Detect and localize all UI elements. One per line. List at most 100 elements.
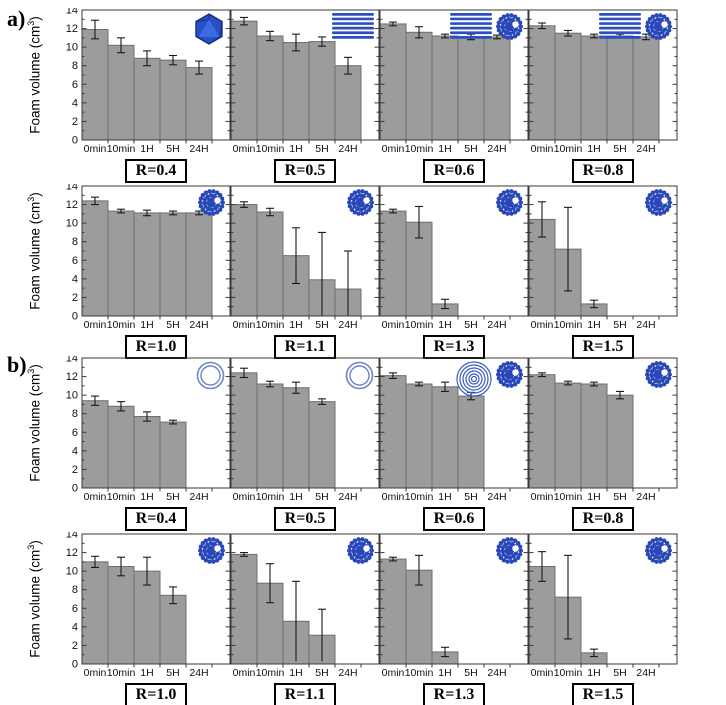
foam-volume-bar-chart: 0min 10min 1H 5H 24H (528, 357, 678, 503)
axis-ticks (529, 533, 677, 668)
foam-volume-bar-chart: 0min 10min 1H 5H 24H (528, 533, 678, 679)
bar (185, 212, 213, 317)
chart-cell: 0 2 4 6 8 10 12 14 0min 10min 1H 5H 24H R=1.0 (44, 532, 231, 705)
bar (230, 20, 258, 141)
axis-ticks (380, 185, 528, 320)
error-bar (564, 554, 572, 640)
y-tick-label: 6 (72, 79, 78, 91)
error-bar (318, 398, 326, 405)
axis-ticks (82, 533, 230, 668)
error-bar (389, 556, 397, 562)
x-tick-label: 0min (84, 491, 107, 503)
ratio-label: R=0.8 (571, 507, 635, 531)
foam-volume-bar-chart: 0min 10min 1H 5H 24H (528, 9, 678, 155)
error-bar (538, 22, 546, 30)
error-bar (143, 411, 151, 422)
bar (107, 566, 135, 665)
bar (308, 401, 336, 489)
x-tick-label: 1H (438, 143, 451, 155)
icosahedron-icon (195, 13, 223, 45)
y-axis-title: Foam volume (cm3) (24, 184, 44, 318)
error-bar (590, 299, 598, 309)
chart-cell: 0min 10min 1H 5H 24H R=0.8 (528, 8, 678, 183)
error-bar (240, 201, 248, 208)
bar (282, 387, 310, 489)
x-tick-label: 10min (405, 143, 434, 155)
x-tick-label: 10min (405, 319, 434, 331)
bar (133, 570, 161, 665)
y-tick-label: 6 (72, 255, 78, 267)
bar (159, 594, 187, 665)
vesicle-ring-icon (196, 361, 225, 390)
x-tick-label: 1H (140, 319, 153, 331)
x-tick-label: 10min (256, 143, 285, 155)
micelle-sphere-icon (645, 361, 672, 388)
chart-row-a0: Foam volume (cm3) 0 2 4 6 8 10 12 14 0min 10min 1H 5… (24, 8, 678, 183)
foam-volume-bar-chart: 0min 10min 1H 5H 24H (230, 185, 380, 331)
error-bar (441, 33, 449, 39)
error-bar (441, 381, 449, 392)
ratio-label-wrap: R=1.0 (82, 683, 230, 705)
error-bar (538, 201, 546, 238)
vesicle-ring-icon (345, 361, 374, 390)
ratio-label-wrap: R=1.3 (380, 683, 528, 705)
ratio-label: R=0.4 (124, 507, 188, 531)
y-axis-title-suffix: ) (27, 364, 43, 369)
chart-cell: 0min 10min 1H 5H 24H R=0.6 (379, 8, 529, 183)
micelle-sphere-icon (347, 537, 374, 564)
error-bar (169, 586, 177, 605)
x-tick-label: 0min (531, 491, 554, 503)
x-tick-label: 0min (233, 491, 256, 503)
bar (405, 569, 433, 665)
error-bar (590, 33, 598, 39)
x-tick-label: 24H (636, 667, 655, 679)
error-bar (564, 206, 572, 292)
error-bar (564, 380, 572, 386)
foam-volume-bar-chart: 0 2 4 6 8 10 12 14 0min 10min 1H 5H 24H (66, 532, 231, 679)
y-tick-label: 8 (72, 408, 78, 420)
x-tick-label: 10min (554, 143, 583, 155)
y-axis-title-sup: 3 (25, 368, 36, 374)
ratio-label-wrap: R=1.3 (380, 335, 528, 359)
x-tick-label: 5H (315, 319, 328, 331)
panel-b-label: b) (7, 352, 27, 377)
foam-volume-bar-chart: 0min 10min 1H 5H 24H (379, 9, 529, 155)
chart-cell: 0min 10min 1H 5H 24H R=0.6 (379, 356, 529, 531)
x-tick-label: 1H (587, 319, 600, 331)
x-tick-label: 0min (382, 491, 405, 503)
y-tick-label: 0 (72, 135, 78, 147)
axis-ticks (380, 9, 528, 144)
x-tick-label: 10min (107, 319, 136, 331)
ratio-label: R=0.5 (273, 507, 337, 531)
error-bar (389, 208, 397, 214)
x-tick-label: 24H (487, 667, 506, 679)
y-axis-title-suffix: ) (27, 540, 43, 545)
y-tick-label: 4 (72, 273, 78, 285)
bar (483, 36, 511, 141)
y-tick-label: 12 (66, 199, 78, 211)
x-tick-label: 24H (636, 319, 655, 331)
x-tick-label: 24H (338, 667, 357, 679)
x-tick-label: 1H (289, 667, 302, 679)
x-tick-label: 1H (140, 491, 153, 503)
x-tick-label: 10min (554, 491, 583, 503)
chart-cell: 0min 10min 1H 5H 24H R=1.1 (230, 532, 380, 705)
x-tick-label: 5H (613, 491, 626, 503)
x-tick-label: 1H (438, 667, 451, 679)
ratio-label-wrap: R=1.5 (529, 683, 677, 705)
x-tick-label: 10min (405, 491, 434, 503)
error-bar (240, 552, 248, 557)
bar (431, 35, 459, 141)
y-tick-label: 6 (72, 427, 78, 439)
x-tick-label: 5H (613, 319, 626, 331)
chart-cell: 0min 10min 1H 5H 24H R=1.5 (528, 184, 678, 359)
ratio-label: R=0.4 (124, 159, 188, 183)
ratio-label-wrap: R=0.8 (529, 159, 677, 183)
y-tick-label: 12 (66, 23, 78, 35)
error-bar (415, 205, 423, 239)
ratio-label: R=1.1 (273, 683, 337, 705)
error-bar (318, 36, 326, 47)
foam-volume-bar-chart: 0min 10min 1H 5H 24H (230, 533, 380, 679)
foam-volume-bar-chart: 0min 10min 1H 5H 24H (379, 185, 529, 331)
error-bar (616, 390, 624, 400)
